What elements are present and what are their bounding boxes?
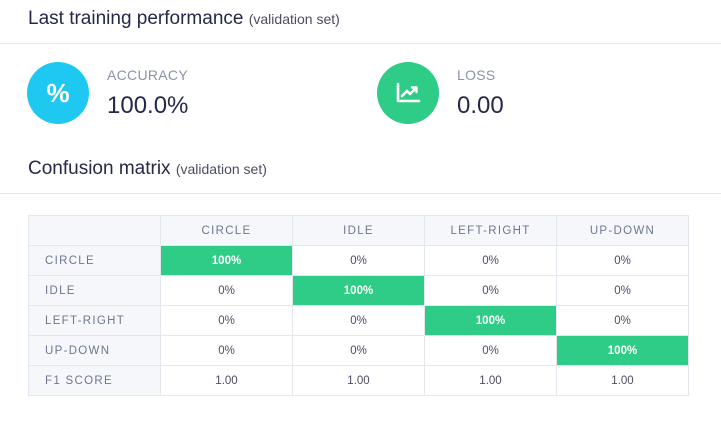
confusion-subtitle: (validation set) (175, 161, 267, 177)
table-row: CIRCLE 100% 0% 0% 0% (28, 245, 689, 276)
loss-label: LOSS (457, 67, 496, 83)
f1-score-row: F1 SCORE 1.00 1.00 1.00 1.00 (28, 365, 689, 396)
column-header: UP-DOWN (556, 215, 689, 246)
column-header: CIRCLE (160, 215, 293, 246)
matrix-cell: 0% (292, 335, 425, 366)
corner-cell (28, 215, 161, 246)
confusion-matrix-table: CIRCLE IDLE LEFT-RIGHT UP-DOWN CIRCLE 10… (28, 215, 689, 396)
f1-cell: 1.00 (556, 365, 689, 396)
matrix-cell: 0% (556, 275, 689, 306)
performance-subtitle: (validation set) (248, 11, 340, 27)
percent-icon: % (27, 62, 89, 124)
performance-title-row: Last training performance (validation se… (28, 8, 340, 30)
loss-value: 0.00 (457, 92, 504, 119)
f1-cell: 1.00 (424, 365, 557, 396)
table-row: UP-DOWN 0% 0% 0% 100% (28, 335, 689, 366)
confusion-title: Confusion matrix (28, 158, 171, 179)
f1-cell: 1.00 (292, 365, 425, 396)
row-header: LEFT-RIGHT (28, 305, 161, 336)
matrix-cell: 0% (424, 275, 557, 306)
table-header-row: CIRCLE IDLE LEFT-RIGHT UP-DOWN (28, 215, 689, 246)
matrix-cell: 0% (556, 305, 689, 336)
row-header: UP-DOWN (28, 335, 161, 366)
matrix-cell: 0% (424, 245, 557, 276)
matrix-cell: 100% (424, 305, 557, 336)
table-row: LEFT-RIGHT 0% 0% 100% 0% (28, 305, 689, 336)
matrix-cell: 100% (292, 275, 425, 306)
confusion-title-row: Confusion matrix (validation set) (28, 158, 267, 180)
column-header: LEFT-RIGHT (424, 215, 557, 246)
matrix-cell: 0% (292, 305, 425, 336)
f1-cell: 1.00 (160, 365, 293, 396)
chart-line-icon (377, 62, 439, 124)
matrix-cell: 0% (160, 275, 293, 306)
matrix-cell: 100% (556, 335, 689, 366)
performance-title: Last training performance (28, 8, 244, 29)
matrix-cell: 0% (292, 245, 425, 276)
performance-header: Last training performance (validation se… (0, 0, 721, 44)
matrix-cell: 0% (160, 305, 293, 336)
matrix-cell: 0% (160, 335, 293, 366)
column-header: IDLE (292, 215, 425, 246)
confusion-header: Confusion matrix (validation set) (0, 150, 721, 194)
table-row: IDLE 0% 100% 0% 0% (28, 275, 689, 306)
accuracy-label: ACCURACY (107, 67, 188, 83)
matrix-cell: 100% (160, 245, 293, 276)
matrix-cell: 0% (556, 245, 689, 276)
row-header: F1 SCORE (28, 365, 161, 396)
accuracy-value: 100.0% (107, 92, 189, 119)
row-header: IDLE (28, 275, 161, 306)
matrix-cell: 0% (424, 335, 557, 366)
row-header: CIRCLE (28, 245, 161, 276)
